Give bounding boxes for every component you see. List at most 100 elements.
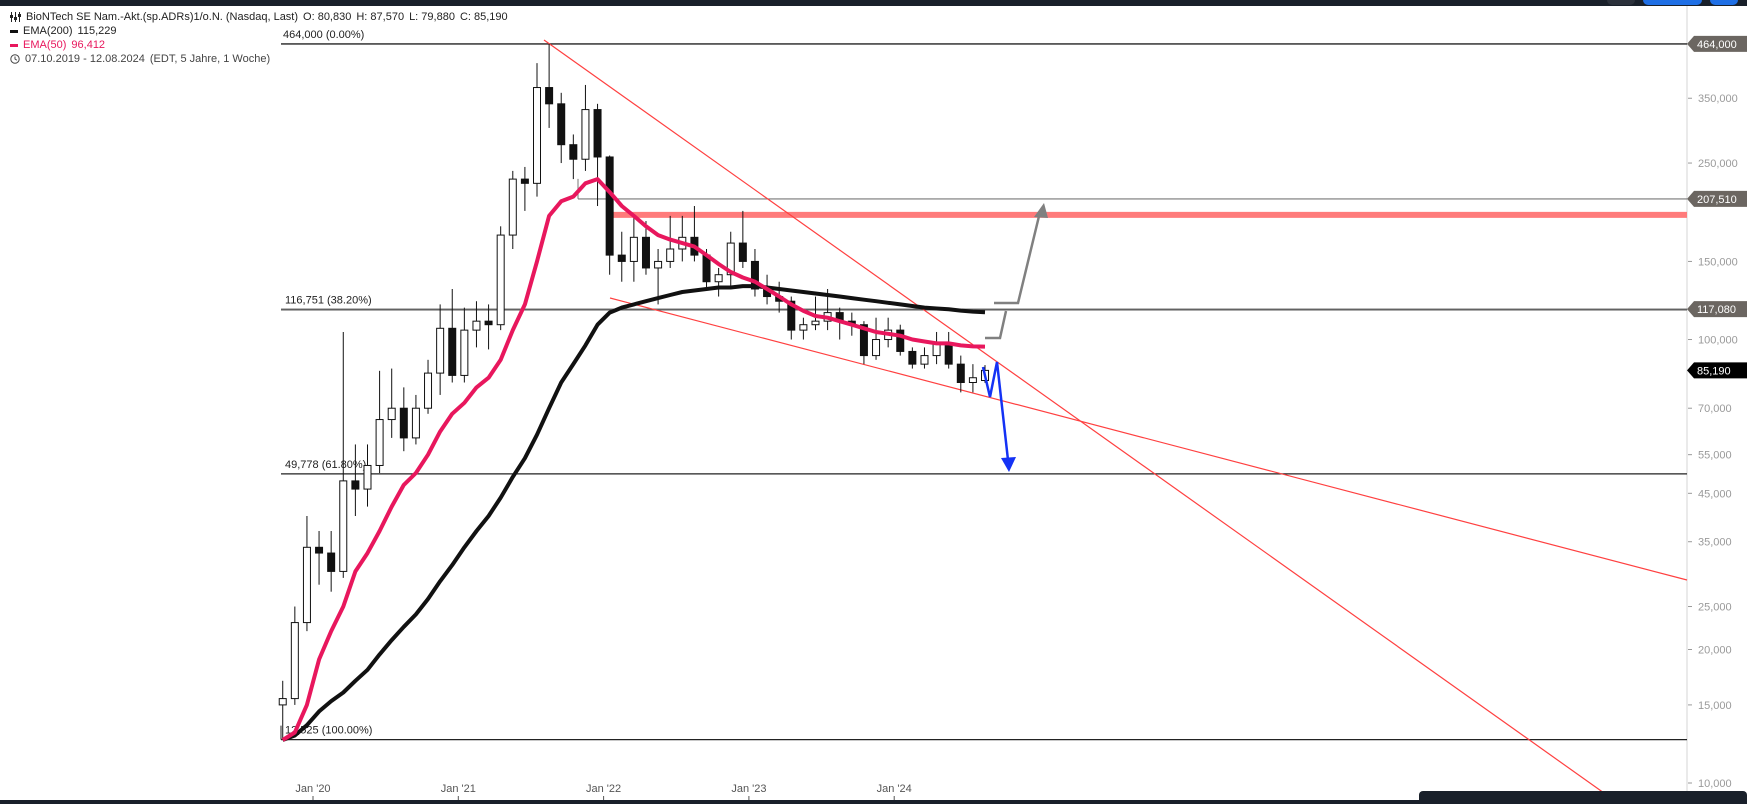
candle-body xyxy=(520,178,529,184)
candle-body xyxy=(859,324,868,357)
candle xyxy=(375,370,384,474)
candle-body xyxy=(726,242,735,276)
price-tag-label: 117,080 xyxy=(1697,304,1736,316)
x-tick-label: Jan '24 xyxy=(877,783,912,795)
candle-body xyxy=(666,248,675,262)
fib-level-label: 49,778 (61.80%) xyxy=(285,459,366,471)
candle-body xyxy=(411,407,420,439)
x-tick-label: Jan '21 xyxy=(441,783,476,795)
candle-body xyxy=(872,339,881,357)
candle-body xyxy=(472,320,481,331)
candle xyxy=(520,166,529,211)
candle-body xyxy=(654,260,663,269)
candle xyxy=(472,301,481,348)
price-tag-bg xyxy=(1687,301,1747,318)
candle-body xyxy=(811,320,820,326)
candle xyxy=(896,324,905,356)
candle xyxy=(327,531,336,592)
candle-body xyxy=(339,480,348,572)
low-value: L: 79,880 xyxy=(409,11,455,23)
candle xyxy=(569,134,578,180)
candle-body xyxy=(581,109,590,160)
candle xyxy=(738,210,747,268)
price-tag[interactable]: 117,080 xyxy=(1687,301,1747,318)
fib-level-label: 116,751 (38.20%) xyxy=(285,295,372,307)
y-tick-label: 20,000 xyxy=(1698,644,1732,656)
candle-body xyxy=(738,242,747,262)
y-tick-label: 250,000 xyxy=(1698,158,1738,170)
candle xyxy=(920,347,929,369)
candle xyxy=(436,304,445,395)
y-tick-label: 55,000 xyxy=(1698,450,1732,462)
candle-body xyxy=(956,363,965,383)
bottom-bar xyxy=(0,800,1747,804)
candle xyxy=(726,231,735,289)
candle xyxy=(424,359,433,414)
candle-body xyxy=(593,109,602,158)
candle-body xyxy=(496,234,505,326)
ema50-value: 96,412 xyxy=(71,39,106,51)
candle xyxy=(290,606,299,705)
clock-icon xyxy=(10,54,20,64)
candle xyxy=(944,331,953,369)
price-tag-bg xyxy=(1687,190,1747,207)
lower-trendline[interactable] xyxy=(609,297,1688,581)
ema200-swatch xyxy=(10,29,18,33)
candle-body xyxy=(533,87,542,184)
candle-body xyxy=(629,236,638,262)
candle-body xyxy=(508,178,517,236)
candle-body xyxy=(436,327,445,374)
candle-body xyxy=(641,236,650,269)
drawing-tools xyxy=(543,39,1688,794)
arrow-down-icon xyxy=(1001,457,1016,472)
candle xyxy=(714,267,723,297)
candle xyxy=(593,103,602,207)
candle xyxy=(387,368,396,438)
price-tag[interactable]: 85,190 xyxy=(1687,362,1747,379)
candle xyxy=(557,92,566,164)
candle xyxy=(533,63,542,197)
candle xyxy=(678,215,687,262)
y-tick-label: 70,000 xyxy=(1698,403,1732,415)
candle xyxy=(545,43,554,128)
bullish-scenario-arrow[interactable] xyxy=(985,203,1048,340)
candle xyxy=(956,355,965,393)
candle xyxy=(641,221,650,275)
toolbar-primary-button-small[interactable] xyxy=(1710,0,1738,5)
ema50-swatch xyxy=(10,43,18,47)
candle xyxy=(605,155,614,275)
candle-body xyxy=(569,144,578,160)
ema200-line xyxy=(282,284,986,742)
candles-settings-icon[interactable] xyxy=(10,12,21,22)
candle xyxy=(932,331,941,365)
price-tag[interactable]: 207,510 xyxy=(1687,190,1747,207)
toolbar-button[interactable] xyxy=(1607,0,1635,5)
legend-ema50-row[interactable]: EMA(50) 96,412 xyxy=(10,38,508,52)
candle-body xyxy=(387,407,396,421)
top-toolbar xyxy=(0,0,1747,6)
candle-body xyxy=(315,546,324,554)
candle xyxy=(629,215,638,282)
y-tick-label: 10,000 xyxy=(1698,778,1732,790)
candle xyxy=(339,331,348,578)
candle-body xyxy=(460,329,469,376)
candle xyxy=(278,680,287,741)
price-tag[interactable]: 464,000 xyxy=(1687,35,1747,52)
candle xyxy=(581,84,590,171)
candle xyxy=(666,215,675,268)
upper-trendline[interactable] xyxy=(543,39,1605,794)
candle xyxy=(411,394,420,445)
toolbar-primary-button[interactable] xyxy=(1643,0,1702,5)
y-tick-label: 15,000 xyxy=(1698,700,1732,712)
candle xyxy=(811,296,820,331)
candle-body xyxy=(484,320,493,326)
price-tag-bg xyxy=(1687,362,1747,379)
price-tag-label: 207,510 xyxy=(1697,194,1737,206)
candle-body xyxy=(557,103,566,146)
bearish-scenario-arrow[interactable] xyxy=(981,361,1016,472)
price-tag-label: 85,190 xyxy=(1697,365,1731,377)
legend-ema200-row[interactable]: EMA(200) 115,229 xyxy=(10,24,508,38)
y-tick-label: 350,000 xyxy=(1698,93,1738,105)
candle-body xyxy=(424,372,433,409)
